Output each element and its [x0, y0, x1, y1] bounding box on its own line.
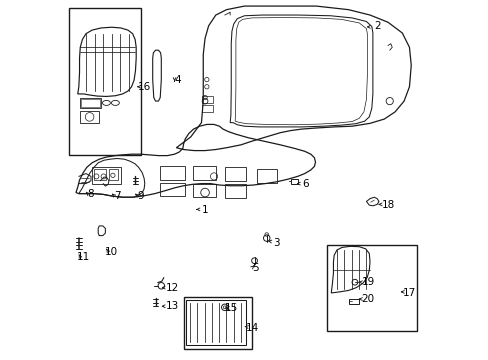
Bar: [326, 244, 416, 330]
Bar: [183, 297, 251, 348]
Bar: [69, 8, 140, 155]
Text: 17: 17: [402, 288, 415, 298]
Bar: [192, 184, 215, 197]
Text: 6: 6: [302, 179, 308, 189]
Bar: [202, 96, 212, 103]
Bar: [80, 98, 101, 108]
Text: 9: 9: [137, 191, 143, 201]
Bar: [92, 167, 121, 184]
Text: 4: 4: [175, 75, 181, 85]
Bar: [224, 167, 246, 181]
Bar: [80, 111, 99, 123]
Text: 3: 3: [273, 238, 280, 248]
Bar: [192, 166, 215, 180]
Text: 10: 10: [104, 247, 118, 257]
Bar: [94, 169, 106, 180]
Text: 20: 20: [361, 294, 374, 304]
Text: 11: 11: [76, 252, 90, 262]
Text: 16: 16: [138, 82, 151, 92]
Bar: [224, 184, 246, 198]
Text: 1: 1: [202, 206, 208, 216]
Bar: [109, 169, 118, 180]
Bar: [348, 299, 359, 304]
Text: 13: 13: [165, 301, 178, 311]
Bar: [160, 166, 185, 180]
Bar: [160, 183, 185, 196]
Text: 12: 12: [165, 283, 178, 293]
Text: 8: 8: [87, 189, 94, 199]
Bar: [290, 179, 297, 184]
Text: 15: 15: [224, 303, 237, 313]
Bar: [257, 169, 276, 183]
Text: 14: 14: [245, 323, 259, 333]
Text: 5: 5: [251, 263, 258, 273]
Text: 18: 18: [381, 200, 394, 210]
Bar: [81, 99, 100, 107]
Text: 2: 2: [373, 21, 380, 31]
Text: 19: 19: [361, 277, 374, 287]
Bar: [186, 300, 245, 345]
Text: 7: 7: [114, 191, 120, 201]
Bar: [202, 105, 212, 112]
